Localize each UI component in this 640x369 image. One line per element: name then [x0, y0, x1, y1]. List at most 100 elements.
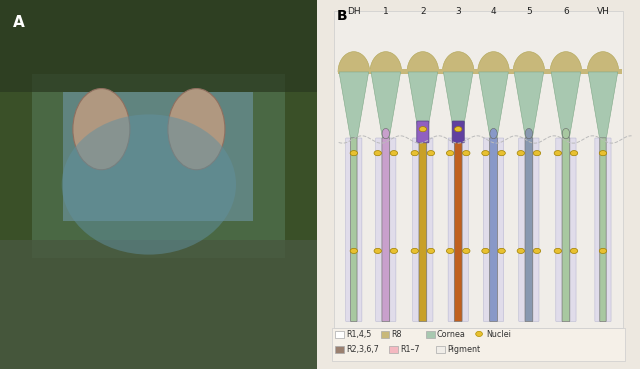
Bar — [381, 331, 389, 338]
Ellipse shape — [350, 151, 358, 156]
FancyBboxPatch shape — [532, 138, 539, 321]
Bar — [63, 92, 253, 221]
FancyBboxPatch shape — [382, 138, 390, 321]
Text: 5: 5 — [526, 7, 532, 15]
FancyBboxPatch shape — [556, 138, 563, 321]
Ellipse shape — [482, 248, 489, 254]
Bar — [389, 346, 397, 353]
Polygon shape — [338, 52, 370, 72]
Ellipse shape — [382, 128, 390, 139]
FancyBboxPatch shape — [454, 138, 462, 321]
Bar — [333, 11, 623, 328]
Ellipse shape — [411, 248, 419, 254]
Ellipse shape — [517, 248, 525, 254]
Polygon shape — [479, 72, 508, 138]
Text: Pigment: Pigment — [447, 345, 480, 354]
Ellipse shape — [419, 128, 426, 139]
FancyBboxPatch shape — [461, 138, 468, 321]
Bar — [335, 331, 344, 338]
Ellipse shape — [599, 248, 607, 254]
Text: 4: 4 — [491, 7, 497, 15]
Bar — [338, 69, 622, 74]
Ellipse shape — [599, 151, 607, 156]
Polygon shape — [588, 72, 618, 138]
FancyBboxPatch shape — [519, 138, 525, 321]
Ellipse shape — [411, 151, 419, 156]
Ellipse shape — [454, 127, 462, 132]
Ellipse shape — [570, 248, 578, 254]
Text: R2,3,6,7: R2,3,6,7 — [346, 345, 379, 354]
Bar — [0, 240, 317, 369]
Ellipse shape — [428, 151, 435, 156]
Ellipse shape — [554, 248, 561, 254]
FancyBboxPatch shape — [570, 138, 576, 321]
FancyBboxPatch shape — [595, 138, 600, 321]
Ellipse shape — [447, 248, 454, 254]
Ellipse shape — [62, 114, 236, 255]
FancyBboxPatch shape — [562, 138, 570, 321]
Text: 3: 3 — [455, 7, 461, 15]
Polygon shape — [514, 72, 544, 138]
Polygon shape — [550, 52, 582, 72]
Ellipse shape — [463, 151, 470, 156]
Ellipse shape — [476, 331, 483, 337]
Text: R1–7: R1–7 — [400, 345, 420, 354]
Ellipse shape — [570, 151, 578, 156]
Polygon shape — [408, 72, 438, 138]
Ellipse shape — [498, 248, 506, 254]
Ellipse shape — [419, 127, 426, 132]
Text: VH: VH — [596, 7, 609, 15]
Ellipse shape — [490, 128, 497, 139]
Text: R8: R8 — [392, 330, 402, 339]
Text: R1,4,5: R1,4,5 — [346, 330, 371, 339]
Bar — [426, 331, 435, 338]
Ellipse shape — [525, 128, 532, 139]
Text: B: B — [337, 9, 348, 23]
Ellipse shape — [463, 248, 470, 254]
FancyBboxPatch shape — [356, 138, 362, 321]
Bar — [436, 346, 445, 353]
FancyBboxPatch shape — [413, 138, 419, 321]
FancyBboxPatch shape — [417, 121, 429, 143]
Ellipse shape — [390, 248, 397, 254]
Text: Cornea: Cornea — [437, 330, 466, 339]
Text: 6: 6 — [563, 7, 569, 15]
Polygon shape — [407, 52, 438, 72]
FancyBboxPatch shape — [376, 138, 383, 321]
Polygon shape — [551, 72, 580, 138]
Ellipse shape — [428, 248, 435, 254]
FancyBboxPatch shape — [452, 121, 464, 143]
Bar — [0, 0, 317, 92]
FancyBboxPatch shape — [490, 138, 497, 321]
FancyBboxPatch shape — [389, 138, 396, 321]
FancyBboxPatch shape — [525, 138, 532, 321]
Text: 1: 1 — [383, 7, 388, 15]
FancyBboxPatch shape — [351, 138, 357, 321]
Polygon shape — [339, 72, 369, 138]
FancyBboxPatch shape — [419, 138, 427, 321]
Text: 2: 2 — [420, 7, 426, 15]
Ellipse shape — [350, 248, 358, 254]
FancyBboxPatch shape — [346, 138, 351, 321]
Ellipse shape — [562, 128, 570, 139]
FancyBboxPatch shape — [497, 138, 504, 321]
FancyBboxPatch shape — [605, 138, 611, 321]
Polygon shape — [444, 72, 473, 138]
Ellipse shape — [447, 151, 454, 156]
Ellipse shape — [533, 248, 541, 254]
Bar — [32, 74, 285, 258]
Ellipse shape — [554, 151, 561, 156]
Polygon shape — [371, 72, 401, 138]
Polygon shape — [477, 52, 509, 72]
FancyBboxPatch shape — [332, 328, 625, 361]
Ellipse shape — [390, 151, 397, 156]
Ellipse shape — [168, 89, 225, 170]
Ellipse shape — [374, 248, 381, 254]
Ellipse shape — [73, 89, 130, 170]
Text: DH: DH — [347, 7, 361, 15]
FancyBboxPatch shape — [448, 138, 455, 321]
FancyBboxPatch shape — [600, 138, 606, 321]
Text: Nuclei: Nuclei — [486, 330, 511, 339]
Ellipse shape — [517, 151, 525, 156]
Bar — [335, 346, 344, 353]
